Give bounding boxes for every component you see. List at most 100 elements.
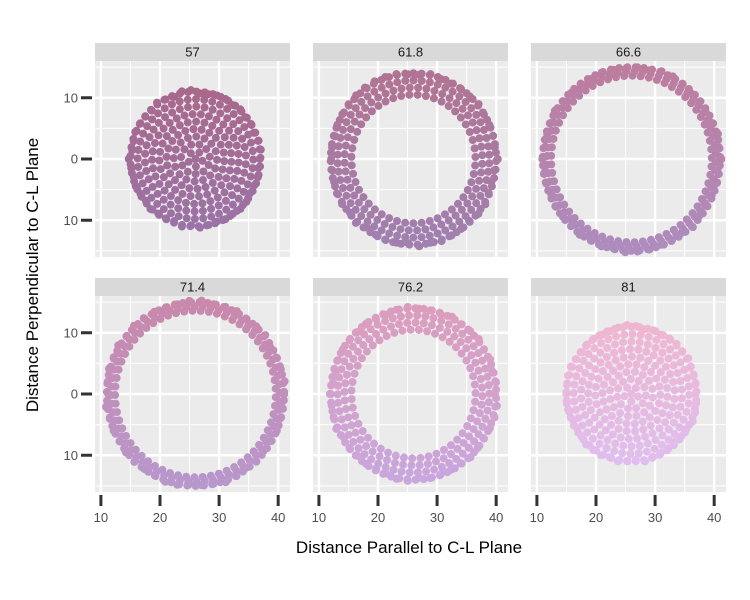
data-point bbox=[379, 325, 388, 334]
data-point bbox=[626, 345, 635, 354]
data-point bbox=[648, 429, 657, 438]
data-point bbox=[483, 372, 492, 381]
data-point bbox=[198, 156, 207, 165]
data-point bbox=[670, 438, 679, 447]
data-point bbox=[408, 454, 417, 463]
data-point bbox=[547, 118, 556, 127]
data-point bbox=[351, 411, 360, 420]
data-point bbox=[109, 426, 118, 435]
data-point bbox=[342, 118, 351, 127]
data-point bbox=[619, 338, 628, 347]
data-point bbox=[701, 108, 710, 117]
data-point bbox=[391, 451, 400, 460]
data-point bbox=[439, 445, 448, 454]
data-point bbox=[417, 218, 426, 227]
data-point bbox=[478, 392, 487, 401]
data-point bbox=[602, 353, 611, 362]
data-point bbox=[490, 166, 499, 175]
data-point bbox=[425, 78, 434, 87]
data-point bbox=[575, 364, 584, 373]
data-point bbox=[492, 401, 501, 410]
data-point bbox=[200, 134, 209, 143]
data-point bbox=[626, 375, 635, 384]
data-point bbox=[165, 118, 174, 127]
data-point bbox=[366, 325, 375, 334]
data-point bbox=[656, 368, 665, 377]
data-point bbox=[353, 451, 362, 460]
data-point bbox=[359, 193, 368, 202]
data-point bbox=[562, 390, 571, 398]
data-point bbox=[209, 479, 218, 488]
data-point bbox=[603, 373, 612, 382]
data-point bbox=[456, 320, 465, 329]
data-point bbox=[465, 128, 474, 137]
data-point bbox=[191, 481, 200, 490]
data-point bbox=[592, 400, 601, 409]
data-point bbox=[166, 200, 175, 209]
data-point bbox=[666, 370, 675, 379]
data-point bbox=[684, 399, 693, 408]
data-point bbox=[351, 218, 360, 227]
data-point bbox=[156, 147, 165, 156]
data-point bbox=[470, 437, 479, 446]
data-point bbox=[473, 444, 482, 453]
data-point bbox=[618, 449, 627, 458]
data-point bbox=[628, 330, 637, 339]
y-tick-label: 0 bbox=[71, 387, 78, 402]
data-point bbox=[362, 442, 371, 451]
data-point bbox=[213, 91, 222, 100]
data-point bbox=[205, 152, 214, 161]
data-point bbox=[462, 344, 471, 353]
data-point bbox=[477, 400, 486, 409]
data-point bbox=[456, 113, 465, 122]
data-point bbox=[714, 142, 723, 151]
data-point bbox=[424, 452, 433, 461]
data-point bbox=[651, 343, 660, 352]
data-point bbox=[388, 314, 397, 323]
data-point bbox=[166, 192, 175, 201]
data-point bbox=[398, 326, 407, 335]
data-point bbox=[686, 89, 695, 98]
data-point bbox=[401, 76, 410, 85]
data-point bbox=[626, 449, 635, 458]
data-point bbox=[371, 314, 380, 323]
data-point bbox=[714, 135, 723, 144]
data-point bbox=[600, 415, 609, 424]
strip-background bbox=[95, 278, 290, 296]
data-point bbox=[131, 181, 140, 190]
data-point bbox=[138, 179, 147, 188]
data-point bbox=[461, 97, 470, 106]
data-point bbox=[351, 104, 360, 113]
data-point bbox=[605, 453, 614, 462]
data-point bbox=[101, 402, 110, 411]
data-point bbox=[173, 300, 182, 309]
data-point bbox=[133, 154, 142, 163]
data-point bbox=[338, 110, 347, 119]
panel-2: 61.8 bbox=[313, 43, 508, 257]
data-point bbox=[146, 204, 155, 213]
data-point bbox=[328, 166, 337, 175]
data-point bbox=[232, 141, 241, 150]
data-point bbox=[595, 420, 604, 429]
data-point bbox=[622, 427, 631, 436]
data-point bbox=[135, 119, 144, 128]
data-point bbox=[447, 79, 456, 88]
data-point bbox=[357, 354, 366, 363]
data-point bbox=[189, 125, 198, 134]
data-point bbox=[652, 335, 661, 344]
data-point bbox=[661, 418, 670, 427]
data-point bbox=[611, 356, 620, 365]
data-point bbox=[490, 413, 499, 422]
data-point bbox=[445, 459, 454, 468]
data-point bbox=[349, 354, 358, 363]
data-point bbox=[142, 141, 151, 150]
data-point bbox=[129, 137, 138, 146]
data-point bbox=[585, 361, 594, 370]
data-point bbox=[254, 163, 263, 172]
data-point bbox=[362, 223, 371, 232]
data-point bbox=[439, 454, 448, 463]
data-point bbox=[347, 161, 356, 170]
data-point bbox=[614, 371, 623, 380]
data-point bbox=[676, 402, 685, 411]
data-point bbox=[191, 95, 200, 104]
